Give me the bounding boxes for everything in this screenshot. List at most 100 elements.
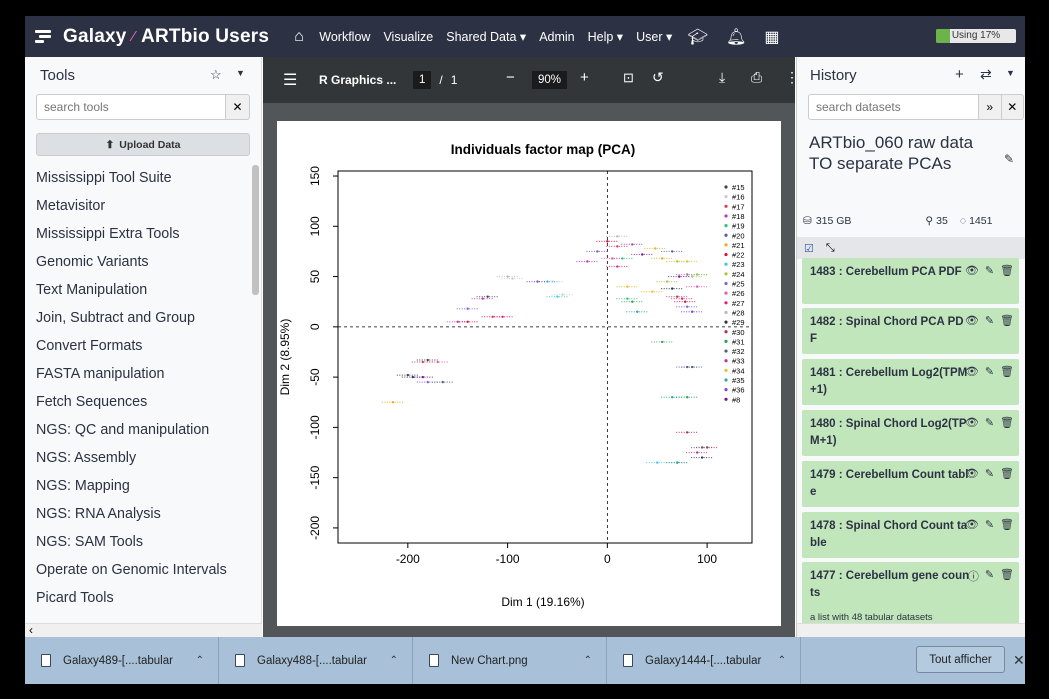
graduation-cap-icon[interactable]: 🎓︎ [687,28,709,46]
zoom-in-icon[interactable]: + [580,69,589,86]
tool-section-item[interactable]: FASTA manipulation [36,366,165,382]
tool-section-item[interactable]: Operate on Genomic Intervals [36,562,227,578]
tool-search-input[interactable] [36,94,226,120]
download-item[interactable]: New Chart.png ⌃ [413,637,607,684]
chevron-up-icon[interactable]: ⌃ [777,655,786,666]
pencil-icon[interactable]: ✎ [984,265,995,277]
nav-visualize[interactable]: Visualize [383,29,434,44]
nav-help[interactable]: Help ▾ [587,30,624,44]
dataset-item[interactable]: 1478 : Spinal Chord Count table 👁︎ ✎ 🗑︎ [802,512,1019,558]
trash-icon[interactable]: 🗑︎ [1000,519,1014,531]
chevron-up-icon[interactable]: ⌃ [583,655,592,666]
dataset-item[interactable]: 1482 : Spinal Chord PCA PDF 👁︎ ✎ 🗑︎ [802,308,1019,354]
more-options-icon[interactable]: ⋮ [785,69,799,85]
pencil-icon[interactable]: ✎ [984,315,995,327]
home-icon[interactable]: ⌂ [294,27,304,45]
info-icon[interactable]: ⓘ [967,571,979,583]
tool-section-item[interactable]: Convert Formats [36,338,143,354]
star-icon[interactable]: ☆ [210,67,222,82]
nav-user[interactable]: User ▾ [636,30,673,44]
dataset-title[interactable]: 1482 : Spinal Chord PCA PDF [810,316,964,345]
eye-icon[interactable]: 👁︎ [964,265,979,277]
tool-section-item[interactable]: Metavisitor [36,198,106,214]
double-chevron-down-icon[interactable]: » [979,94,1002,120]
dataset-item[interactable]: 1483 : Cerebellum PCA PDF 👁︎ ✎ 🗑︎ [802,258,1019,304]
download-item[interactable]: Galaxy1444-[....tabular ⌃ [607,637,801,684]
tool-section-item[interactable]: Mississippi Tool Suite [36,170,172,186]
map-marker-icon[interactable]: ⚲ [925,215,934,227]
shown-count[interactable]: 35 [936,215,948,227]
download-item[interactable]: Galaxy489-[....tabular ⌃ [25,637,219,684]
nav-workflow[interactable]: Workflow [319,29,371,44]
menu-icon[interactable]: ☰ [283,72,298,89]
plus-icon[interactable]: + [955,66,964,83]
fit-page-icon[interactable]: ⊡ [623,70,634,85]
checkbox-icon[interactable]: ☑ [804,242,814,255]
tool-section-item[interactable]: NGS: Mapping [36,478,130,494]
hidden-count[interactable]: 1451 [969,215,993,227]
dataset-title[interactable]: 1483 : Cerebellum PCA PDF [810,266,962,278]
tool-section-item[interactable]: Picard Tools [36,590,114,606]
dataset-item[interactable]: 1479 : Cerebellum Count table 👁︎ ✎ 🗑︎ [802,461,1019,507]
close-icon[interactable]: ✕ [226,94,250,120]
pencil-icon[interactable]: ✎ [984,569,995,581]
trash-icon[interactable]: 🗑︎ [1000,265,1014,277]
pencil-icon[interactable]: ✎ [984,366,995,378]
tool-section-item[interactable]: NGS: SAM Tools [36,534,143,550]
nav-shared-data[interactable]: Shared Data ▾ [446,30,527,44]
tool-section-item[interactable]: NGS: Assembly [36,450,137,466]
tool-section-item[interactable]: Join, Subtract and Group [36,310,195,326]
trash-icon[interactable]: 🗑︎ [1000,569,1014,581]
show-all-button[interactable]: Tout afficher [916,646,1005,673]
download-icon[interactable]: ⤓ [719,69,726,85]
eye-icon[interactable]: 👁︎ [964,468,979,480]
tool-panel-scrollbar[interactable] [252,165,259,295]
dataset-title[interactable]: 1478 : Spinal Chord Count table [810,520,968,549]
dataset-title[interactable]: 1479 : Cerebellum Count table [810,469,969,498]
rotate-icon[interactable]: ↺ [652,69,664,85]
history-search-input[interactable] [808,94,979,120]
brand[interactable]: Galaxy ⁄ ARTbio Users [35,26,269,48]
eye-icon[interactable]: 👁︎ [964,519,979,531]
collapse-icon[interactable]: ⤡ [825,241,835,254]
grid-icon[interactable]: ▦ [764,28,780,46]
eye-slash-icon[interactable]: ◌ [959,215,967,227]
switch-history-icon[interactable]: ⇄ [980,66,992,82]
eye-icon[interactable]: 👁︎ [964,366,979,378]
download-item[interactable]: Galaxy488-[....tabular ⌃ [219,637,413,684]
dataset-item[interactable]: 1480 : Spinal Chord Log2(TPM+1) 👁︎ ✎ 🗑︎ [802,410,1019,456]
dataset-item[interactable]: 1477 : Cerebellum gene counts ⓘ ✎ 🗑︎ a list … [802,562,1019,632]
tool-section-item[interactable]: Text Manipulation [36,282,148,298]
tool-section-item[interactable]: Fetch Sequences [36,394,148,410]
quota-meter[interactable]: Using 17% [936,29,1016,43]
tool-section-item[interactable]: Mississippi Extra Tools [36,226,180,242]
pencil-icon[interactable]: ✎ [984,417,995,429]
tool-section-item[interactable]: Genomic Variants [36,254,149,270]
chevron-up-icon[interactable]: ⌃ [389,655,398,666]
tool-section-item[interactable]: NGS: QC and manipulation [36,422,210,438]
pdf-page-input[interactable]: 1 [413,71,432,89]
nav-admin[interactable]: Admin [539,29,575,44]
close-icon[interactable]: ✕ [1001,94,1024,120]
close-icon[interactable]: ✕ [1013,652,1025,668]
caret-down-icon[interactable]: ▼ [236,68,245,78]
trash-icon[interactable]: 🗑︎ [1000,366,1014,378]
dataset-item[interactable]: 1481 : Cerebellum Log2(TPM+1) 👁︎ ✎ 🗑︎ [802,359,1019,405]
chevron-up-icon[interactable]: ⌃ [195,655,204,666]
pencil-icon[interactable]: ✎ [984,519,995,531]
tool-section-item[interactable]: NGS: RNA Analysis [36,506,161,522]
print-icon[interactable]: ⎙ [751,69,763,85]
caret-down-icon[interactable]: ▼ [1006,68,1015,78]
chevron-left-icon[interactable]: ‹ [29,623,33,637]
pencil-icon[interactable]: ✎ [1004,152,1015,166]
eye-icon[interactable]: 👁︎ [964,315,979,327]
zoom-out-icon[interactable]: − [506,69,515,86]
dataset-title[interactable]: 1480 : Spinal Chord Log2(TPM+1) [810,418,967,447]
history-hscrollbar[interactable] [797,623,1025,637]
pencil-icon[interactable]: ✎ [984,468,995,480]
tool-panel-hscrollbar[interactable]: ‹ [25,623,262,637]
dataset-title[interactable]: 1481 : Cerebellum Log2(TPM+1) [810,367,968,396]
history-name[interactable]: ARTbio_060 raw data TO separate PCAs [809,133,974,173]
dataset-title[interactable]: 1477 : Cerebellum gene counts [810,570,970,599]
trash-icon[interactable]: 🗑︎ [1000,315,1014,327]
